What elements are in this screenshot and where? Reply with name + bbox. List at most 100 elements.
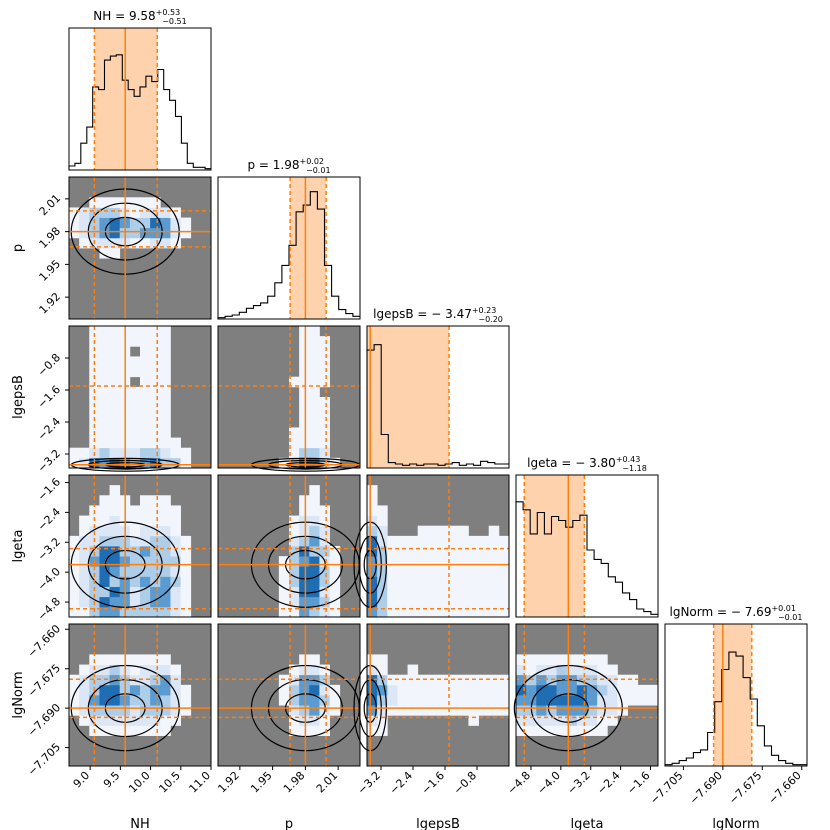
density-cell: [99, 715, 110, 726]
density-cell: [309, 346, 320, 357]
density-cell: [160, 695, 171, 706]
density-cell: [438, 576, 449, 587]
histogram-steps: [217, 191, 360, 319]
density-cell: [109, 207, 121, 218]
density-cell: [180, 684, 192, 696]
density-cell: [478, 705, 490, 716]
density-cell: [79, 237, 90, 249]
density-cell: [319, 356, 330, 367]
density-cell: [407, 684, 419, 696]
density-cell: [180, 695, 192, 706]
histogram-steps: [366, 344, 509, 468]
histogram-steps: [515, 501, 658, 617]
density-cell: [438, 705, 449, 716]
density-cell: [289, 546, 300, 557]
density-cell: [309, 336, 320, 347]
density-cell: [387, 586, 398, 598]
density-cell: [79, 447, 90, 459]
density-cell: [309, 376, 320, 388]
density-cell: [417, 535, 429, 547]
density-cell: [140, 197, 151, 208]
density-cell: [488, 535, 500, 547]
density-cell: [516, 715, 527, 726]
density-cell: [647, 695, 659, 706]
density-cell: [397, 684, 408, 696]
density-cell: [299, 505, 310, 516]
y-tick-label: −7.675: [25, 662, 63, 700]
density-cell: [129, 386, 141, 398]
density-cell: [377, 664, 388, 676]
density-cell: [427, 546, 439, 557]
density-cell: [180, 705, 192, 716]
density-cell: [99, 346, 110, 357]
density-cell: [478, 684, 490, 696]
density-cell: [627, 674, 639, 686]
density-cell: [129, 556, 141, 567]
density-cell: [170, 457, 181, 469]
density-cell: [526, 715, 537, 726]
histogram-p: p = 1.98+0.02 −0.01: [217, 157, 361, 320]
density-cell: [140, 326, 151, 337]
density-cell: [617, 674, 628, 686]
density-cell: [526, 664, 537, 676]
density-cell: [289, 437, 300, 449]
density-cell: [367, 684, 378, 696]
density-cell: [427, 606, 439, 618]
density-cell: [309, 515, 320, 527]
density-cell: [89, 695, 100, 706]
density-cell: [129, 695, 141, 706]
density-cell: [109, 366, 121, 378]
x-tick-label: 1.95: [248, 769, 275, 796]
density-cell: [160, 705, 171, 716]
density-cell: [180, 535, 192, 547]
density-cell: [526, 725, 537, 736]
density-cell: [448, 674, 459, 686]
density-cell: [319, 586, 330, 598]
density-cell: [448, 566, 459, 577]
density-cell: [289, 576, 300, 587]
density-cell: [129, 525, 141, 537]
panel-frame: [217, 325, 361, 469]
density-cell: [377, 556, 388, 567]
density-cell: [458, 606, 469, 618]
density-cell: [299, 397, 310, 408]
density-cell: [109, 525, 121, 537]
density-cell: [109, 535, 121, 547]
density-cell: [319, 576, 330, 587]
panel-NH-vs-lgepsB: [68, 325, 212, 472]
density-cell: [109, 725, 121, 736]
density-cell: [587, 695, 598, 706]
density-cell: [448, 546, 459, 557]
x-tick-label: −3.2: [355, 769, 383, 797]
density-cell: [289, 725, 300, 736]
density-cell: [407, 586, 419, 598]
density-cell: [160, 606, 171, 618]
density-cell: [309, 664, 320, 676]
density-cell: [566, 664, 578, 676]
density-cell: [377, 695, 388, 706]
density-cell: [170, 684, 181, 696]
density-cell: [299, 495, 310, 506]
density-cell: [170, 227, 181, 239]
panel-NH-vs-lgNorm: [68, 623, 212, 767]
density-cell: [150, 566, 161, 577]
density-cell: [587, 705, 598, 716]
density-cell: [299, 326, 310, 337]
density-cell: [299, 535, 310, 547]
density-cell: [170, 505, 181, 516]
density-cell: [170, 237, 181, 249]
density-cell: [109, 684, 121, 696]
density-cell: [468, 606, 479, 618]
y-tick-label: −2.4: [35, 505, 63, 533]
density-cell: [299, 576, 310, 587]
density-cell: [566, 725, 578, 736]
density-cell: [498, 586, 510, 598]
density-cell: [89, 227, 100, 239]
density-cell: [417, 586, 429, 598]
param-title-minus: −1.18: [622, 464, 647, 473]
density-cell: [89, 437, 100, 449]
density-cell: [498, 606, 510, 618]
y-axis-label: lgepsB: [11, 375, 26, 419]
density-cell: [89, 417, 100, 428]
density-cell: [427, 596, 439, 608]
